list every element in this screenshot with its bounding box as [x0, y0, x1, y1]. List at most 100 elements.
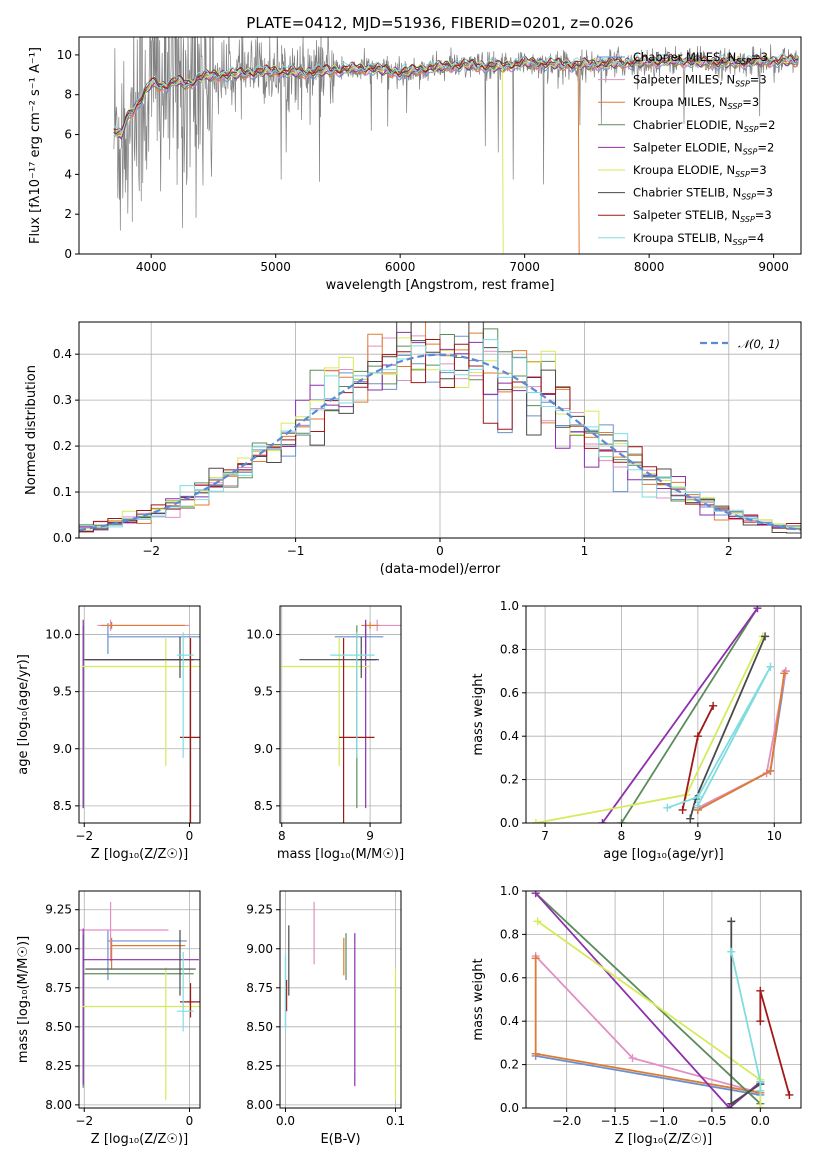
x-tick-label: 5000: [260, 260, 291, 274]
legend-text: Chabrier STELIB, N: [633, 186, 741, 200]
weight-marker-salpeter_stelib: [756, 986, 765, 995]
weight-marker-salpeter_stelib: [709, 701, 718, 710]
weight-marker-salpeter_stelib: [678, 805, 687, 814]
axes-frame: [279, 605, 402, 824]
model-line-salpeter_stelib: [113, 53, 799, 132]
legend-subscript: SSP: [741, 193, 756, 202]
x-axis-label: Z [log₁₀(Z/Z☉)]: [91, 847, 188, 862]
x-tick-label: −2: [75, 829, 93, 843]
legend-label: Chabrier ELODIE, NSSP=2: [633, 118, 775, 134]
legend-suffix: =3: [756, 186, 773, 200]
weight-line-salpeter_elodie: [601, 607, 759, 823]
y-tick-label: 0.4: [500, 1014, 519, 1028]
weight-line-kroupa_elodie: [535, 635, 764, 823]
x-axis-label: age [log₁₀(age/yr)]: [603, 847, 724, 862]
weight-marker-salpeter_elodie: [531, 891, 540, 898]
y-tick-label: 8.00: [246, 1098, 273, 1112]
y-tick-label: 8.75: [246, 981, 273, 995]
weight-marker-kroupa_elodie: [531, 819, 540, 823]
legend-suffix: =2: [757, 140, 774, 154]
y-tick-label: 9.00: [45, 942, 72, 956]
legend-suffix: =3: [755, 208, 772, 222]
weight-marker-chabrier_stelib: [727, 917, 736, 926]
x-tick-label: −2.0: [552, 1114, 581, 1128]
plot-area: [531, 606, 790, 823]
y-tick-label: 9.0: [254, 742, 273, 756]
weight-marker-salpeter_miles: [628, 1054, 637, 1063]
y-tick-label: 0: [64, 247, 72, 261]
legend-label: Kroupa STELIB, NSSP=4: [633, 231, 764, 247]
x-tick-label: 1: [581, 544, 589, 558]
weight-marker-salpeter_stelib: [785, 1090, 794, 1099]
x-tick-label: 2: [725, 544, 733, 558]
weight-marker-kroupa_elodie: [756, 1104, 765, 1108]
y-tick-label: 2: [64, 207, 72, 221]
model-line-salpeter_miles: [113, 57, 799, 136]
y-tick-label: 1.0: [500, 884, 519, 898]
x-tick-label: 0: [436, 544, 444, 558]
y-axis-label: Flux [fλ10⁻¹⁷ erg cm⁻² s⁻¹ A⁻¹]: [28, 47, 43, 244]
weight-marker-kroupa_miles: [531, 1049, 540, 1058]
weight-marker-kroupa_miles: [766, 766, 775, 775]
weight-line-kroupa_elodie: [537, 920, 762, 1108]
y-tick-label: 4: [64, 167, 72, 181]
x-tick-label: 0.0: [276, 1114, 295, 1128]
y-axis-label: mass weight: [471, 958, 486, 1040]
legend-text: Salpeter ELODIE, N: [633, 140, 743, 154]
legend-label: 𝒩(0, 1): [738, 337, 780, 351]
legend-subscript: SSP: [740, 215, 755, 224]
weight-line-kroupa_stelib: [667, 666, 772, 809]
y-tick-label: 8: [64, 88, 72, 102]
y-tick-label: 10.0: [45, 628, 72, 642]
y-tick-label: 0.8: [500, 927, 519, 941]
legend-suffix: =4: [747, 231, 764, 245]
weight-marker-kroupa_stelib: [756, 1086, 765, 1095]
legend-text: Chabrier ELODIE, N: [633, 118, 744, 132]
legend-subscript: SSP: [728, 102, 743, 111]
panel-age_vs_mass: 8 9 8.5 9.0 9.5 10.0 mass [log₁₀(M/M☉)]: [246, 605, 404, 862]
x-tick-label: 0.1: [386, 1114, 405, 1128]
weight-line-salpeter_stelib: [759, 990, 791, 1096]
legend-label: Chabrier MILES, NSSP=3: [633, 50, 768, 66]
axes-frame: [78, 36, 802, 255]
legend-subscript: SSP: [736, 57, 751, 66]
plot-area: [79, 322, 801, 534]
y-tick-label: 8.00: [45, 1098, 72, 1112]
y-tick-label: 9.0: [53, 742, 72, 756]
x-tick-label: −1.0: [649, 1114, 678, 1128]
weight-marker-kroupa_stelib: [727, 947, 736, 956]
legend-label: Salpeter MILES, NSSP=3: [633, 73, 767, 89]
model-drop-line: [501, 66, 504, 254]
model-line-kroupa_stelib: [113, 53, 799, 133]
data-spectrum-line: [113, 37, 799, 231]
plot-area: [113, 37, 799, 254]
weight-line-chabrier_miles: [535, 1055, 761, 1096]
legend-label: Chabrier STELIB, NSSP=3: [633, 186, 773, 202]
y-tick-label: 8.5: [53, 799, 72, 813]
y-axis-label: mass weight: [471, 673, 486, 755]
y-tick-label: 0.0: [53, 531, 72, 545]
y-tick-label: 6: [64, 128, 72, 142]
x-tick-label: 9: [694, 829, 702, 843]
gaussian-curve: [79, 353, 801, 532]
y-axis-label: Normed distribution: [24, 365, 39, 495]
y-tick-label: 0.3: [53, 393, 72, 407]
weight-marker-chabrier_elodie: [617, 819, 626, 823]
panel-residuals: −2 −1 0 1 2 0.0 0.1 0.2 0.3 0.4 (data-model)/error…: [24, 321, 802, 577]
x-axis-label: wavelength [Angstrom, rest frame]: [326, 278, 555, 293]
weight-marker-salpeter_stelib: [756, 1017, 765, 1026]
x-tick-label: 4000: [136, 260, 167, 274]
weight-marker-salpeter_stelib: [693, 732, 702, 741]
model-drop-line: [577, 66, 580, 254]
legend-subscript: SSP: [735, 170, 750, 179]
y-tick-label: 8.50: [246, 1020, 273, 1034]
weight-marker-kroupa_stelib: [693, 801, 702, 810]
weight-line-chabrier_elodie: [620, 607, 759, 823]
x-tick-label: 6000: [385, 260, 416, 274]
legend-label: Salpeter STELIB, NSSP=3: [633, 208, 772, 224]
legend-suffix: =2: [759, 118, 776, 132]
legend-label: Kroupa MILES, NSSP=3: [633, 95, 759, 111]
x-tick-label: 0: [186, 829, 194, 843]
hist-step-kroupa_stelib: [79, 339, 801, 528]
y-axis-label: age [log₁₀(age/yr)]: [16, 654, 31, 775]
